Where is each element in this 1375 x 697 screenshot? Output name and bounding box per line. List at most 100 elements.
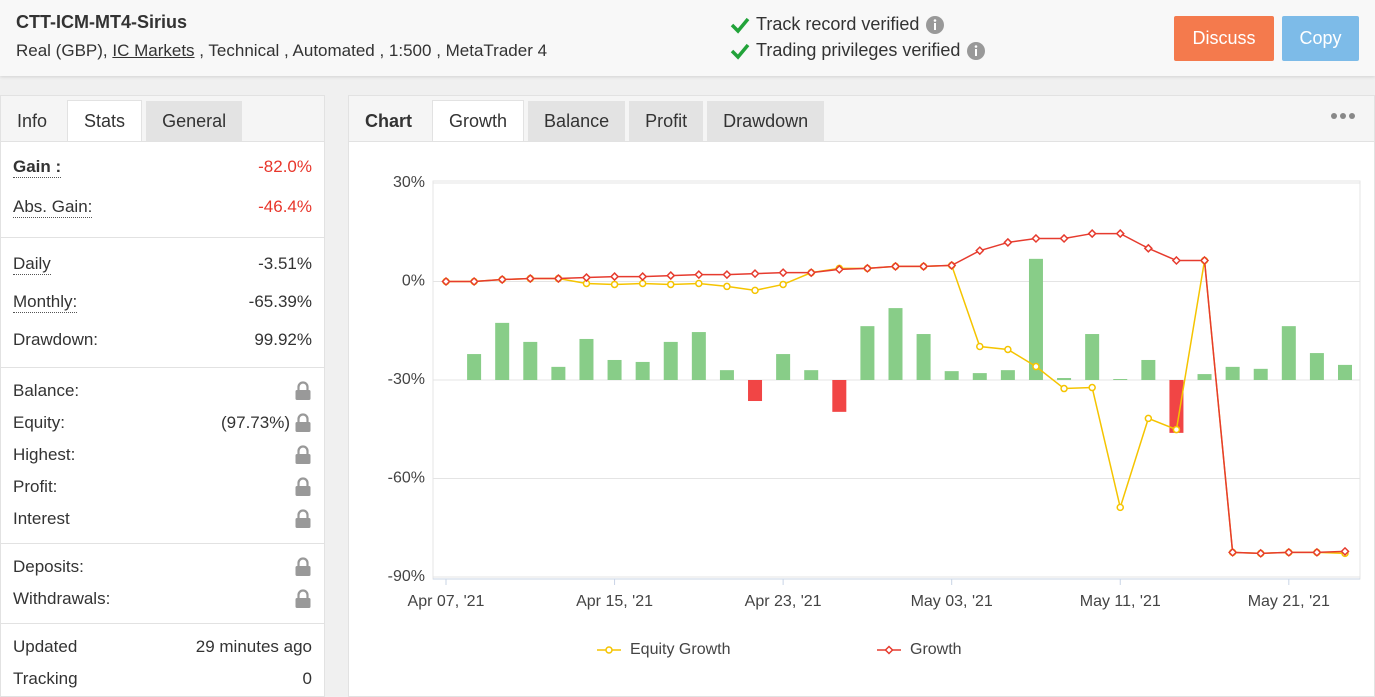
y-tick-label: -90% [388,568,425,585]
stat-label: Gain : [13,156,62,178]
x-tick-label: May 11, '21 [1080,593,1161,610]
lock-icon [295,589,311,608]
bar [467,354,482,380]
bar [1253,368,1268,380]
bar [1225,366,1240,380]
tab[interactable]: Drawdown [707,101,825,141]
tab[interactable]: Info [17,110,48,131]
stat-row: Monthly: -65.39% [1,283,324,321]
tab-active[interactable]: Growth [432,100,525,141]
bar [1028,258,1043,380]
x-tick-label: Apr 23, '21 [745,593,822,610]
bar [972,373,987,380]
bar [495,322,510,380]
marker [1004,345,1012,354]
lock-icon [295,445,311,464]
marker [919,261,929,271]
stat-value: -82.0% [258,157,312,177]
stat-label: Abs. Gain: [13,196,93,218]
bar [551,366,566,380]
marker [751,286,759,295]
lock-icon [295,477,311,496]
bar [776,354,791,380]
stat-row: Balance: [1,375,324,407]
stat-row: Profit: [1,471,324,503]
stat-label: Withdrawals: [13,589,111,608]
x-tick-label: May 21, '21 [1248,593,1330,610]
marker [1088,383,1096,392]
marker [694,270,704,280]
stat-value: 29 minutes ago [196,637,312,657]
bar [1197,374,1212,380]
marker [1115,229,1125,239]
marker [1340,546,1350,556]
info-icon[interactable] [966,41,986,61]
stats-group: Balance: Equity: (97.73%) Highest: Profit: In… [1,368,324,544]
stat-value: 99.92% [254,330,312,350]
legend-label: Growth [910,641,962,658]
info-icon[interactable] [925,15,945,35]
account: Real (GBP), [16,41,108,60]
bar [1309,353,1324,380]
discuss-button[interactable]: Discuss [1174,16,1274,61]
x-tick-label: Apr 15, '21 [576,593,653,610]
marker [723,282,731,291]
stat-label: Equity: [13,413,65,432]
bar [1338,364,1352,380]
details: , Technical , Automated , 1:500 , MetaTr… [199,41,548,60]
marker [1312,547,1322,557]
chart: 30% 0% -30% -60% -90% Apr 07, '21 Apr 15, '21 A… [388,174,1361,658]
stat-value-text: -82.0% [258,157,312,176]
y-tick-label: 30% [393,174,425,191]
stat-value-text: 0 [302,669,312,688]
tab[interactable]: Profit [629,101,704,141]
marker [667,280,675,289]
marker [750,269,760,279]
lock-icon [295,413,311,432]
y-tick-label: -60% [388,470,425,487]
x-tick-label: May 03, '21 [911,593,993,610]
stat-value: -46.4% [258,197,312,217]
marker [778,268,788,278]
stat-label: Monthly: [13,291,78,313]
bar [1141,359,1156,380]
marker [1003,237,1013,247]
account-info: Real (GBP), IC Markets , Technical , Aut… [16,41,547,61]
stat-value: -65.39% [249,292,312,312]
tab-active[interactable]: Stats [67,100,143,141]
bar [916,334,931,380]
stats-group: Deposits: Withdrawals: [1,544,324,624]
verification-text: Trading privileges verified [756,40,961,60]
marker [1031,233,1041,244]
marker [553,273,563,284]
lock-icon [295,557,311,576]
marker [1172,425,1181,434]
stat-row: Equity: (97.73%) [1,407,324,439]
stat-label: Interest [13,509,70,528]
verification-text: Track record verified [756,14,920,34]
marker [1144,414,1153,423]
marker [497,274,507,285]
bar [691,332,706,380]
chart-tab-bar: Chart Growth Balance Profit Drawdown [349,96,1374,142]
stat-row: Daily -3.51% [1,245,324,283]
bar [579,338,594,380]
marker [525,273,535,284]
stat-value [294,557,312,577]
stat-value [294,509,312,529]
more-menu[interactable] [1330,112,1356,120]
legend-marker [605,646,613,654]
marker [1143,243,1153,253]
stat-value: 0 [303,669,312,689]
copy-button[interactable]: Copy [1282,16,1359,61]
tab[interactable]: Balance [528,101,626,141]
stat-value-text: -46.4% [258,197,312,216]
stat-row: Interest [1,503,324,535]
tab-bar: Info Stats General [1,96,324,142]
marker [1032,362,1040,371]
broker-link[interactable]: IC Markets [112,41,195,60]
tab[interactable]: General [146,101,243,141]
header: CTT-ICM-MT4-Sirius Real (GBP), IC Market… [0,0,1375,76]
bar [1000,370,1015,380]
stat-row: Updated 29 minutes ago [1,631,324,663]
